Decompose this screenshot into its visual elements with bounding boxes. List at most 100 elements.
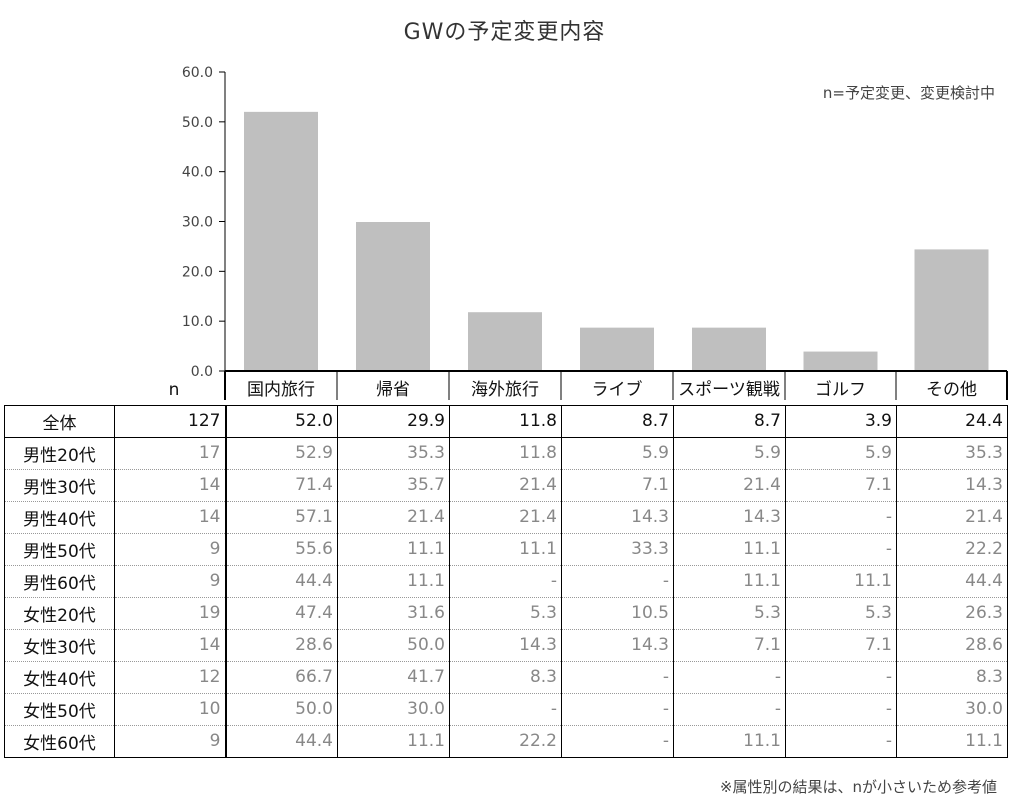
row-n: 14 (114, 501, 227, 534)
cell-value: 7.1 (561, 469, 674, 502)
cell-value: 41.7 (337, 661, 450, 694)
cell-value: 24.4 (896, 404, 1008, 438)
cell-value: 57.1 (225, 501, 338, 534)
bar-chart: 0.0 10.0 20.0 30.0 40.0 50.0 60.0 国内旅行 帰省 海外旅行 ライ… (169, 65, 1008, 400)
cell-value: 11.1 (337, 725, 450, 758)
cell-value: 5.9 (785, 437, 897, 470)
table-row: 女性60代 9 44.4 11.1 22.2-11.1-11.1 (4, 725, 1008, 758)
row-label: 全体 (4, 404, 115, 438)
cell-value: 22.2 (896, 533, 1008, 566)
table-row: 女性20代 19 47.4 31.6 5.3 10.5 5.3 5.3 26.3 (4, 597, 1008, 630)
cell-value: - (449, 693, 562, 726)
cell-value: 10.5 (561, 597, 674, 630)
cell-value: 47.4 (225, 597, 338, 630)
table-row: 男性50代 9 55.6 11.1 11.1 33.3 11.1-22.2 (4, 533, 1008, 566)
table-row: 女性30代 14 28.6 50.0 14.3 14.3 7.1 7.1 28.6 (4, 629, 1008, 662)
row-label: 女性60代 (4, 725, 115, 758)
y-tick-label: 0.0 (191, 364, 213, 380)
cell-value: 11.1 (673, 565, 786, 598)
cell-value: 35.7 (337, 469, 450, 502)
cell-value: 66.7 (225, 661, 338, 694)
table-row: 男性40代 14 57.1 21.4 21.4 14.3 14.3-21.4 (4, 501, 1008, 534)
row-label: 男性20代 (4, 437, 115, 470)
cell-value: - (785, 693, 897, 726)
table-row: 女性40代 12 66.7 41.7 8.3- - -8.3 (4, 661, 1008, 694)
cell-value: 11.1 (896, 725, 1008, 758)
cell-value: 11.1 (337, 533, 450, 566)
cell-value: 35.3 (337, 437, 450, 470)
cell-value: 50.0 (225, 693, 338, 726)
cell-value: - (785, 501, 897, 534)
row-n: 14 (114, 469, 227, 502)
row-n: 10 (114, 693, 227, 726)
bar-3 (468, 312, 542, 371)
cell-value: 35.3 (896, 437, 1008, 470)
cell-value: 8.3 (449, 661, 562, 694)
cell-value: - (449, 565, 562, 598)
cell-value: 21.4 (896, 501, 1008, 534)
cell-value: 11.8 (449, 404, 562, 438)
cell-value: 5.9 (561, 437, 674, 470)
table-row: 男性30代 14 71.4 35.7 21.4 7.1 21.4 7.1 14.3 (4, 469, 1008, 502)
category-label: 海外旅行 (471, 380, 539, 400)
row-n: 19 (114, 597, 227, 630)
cell-value: 7.1 (785, 629, 897, 662)
table-row: 男性60代 9 44.4 11.1- -11.1 11.1 44.4 (4, 565, 1008, 598)
cell-value: 29.9 (337, 404, 450, 438)
cell-value: 11.1 (673, 725, 786, 758)
cell-value: - (561, 661, 674, 694)
cell-value: 22.2 (449, 725, 562, 758)
bar-1 (244, 111, 318, 371)
cell-value: 3.9 (785, 404, 897, 438)
row-n: 12 (114, 661, 227, 694)
bar-6 (803, 351, 878, 371)
cell-value: 5.3 (785, 597, 897, 630)
cell-value: 33.3 (561, 533, 674, 566)
row-label: 男性30代 (4, 469, 115, 502)
cell-value: 14.3 (561, 501, 674, 534)
row-n: 17 (114, 437, 227, 470)
footnote: ※属性別の結果は、nが小さいため参考値 (719, 778, 997, 796)
row-n: 14 (114, 629, 227, 662)
row-label: 女性30代 (4, 629, 115, 662)
row-n: 9 (114, 725, 227, 758)
n-header: n (169, 380, 180, 400)
row-label: 女性50代 (4, 693, 115, 726)
bar-5 (692, 327, 766, 371)
cell-value: 11.1 (337, 565, 450, 598)
row-label: 男性50代 (4, 533, 115, 566)
cell-value: 21.4 (449, 469, 562, 502)
cell-value: - (561, 693, 674, 726)
cell-value: 8.3 (896, 661, 1008, 694)
row-label: 男性60代 (4, 565, 115, 598)
row-label: 女性20代 (4, 597, 115, 630)
row-n: 127 (114, 404, 227, 438)
cell-value: 8.7 (561, 404, 674, 438)
cell-value: - (561, 565, 674, 598)
y-tick-label: 40.0 (182, 165, 213, 181)
cell-value: 14.3 (673, 501, 786, 534)
cell-value: 21.4 (337, 501, 450, 534)
cell-value: 52.0 (225, 404, 338, 438)
cell-value: 14.3 (896, 469, 1008, 502)
cell-value: 28.6 (225, 629, 338, 662)
chart-title: GWの予定変更内容 (403, 20, 606, 45)
cell-value: 26.3 (896, 597, 1008, 630)
cell-value: 7.1 (785, 469, 897, 502)
cell-value: 44.4 (225, 725, 338, 758)
cell-value: - (785, 725, 897, 758)
row-n: 9 (114, 565, 227, 598)
cell-value: 52.9 (225, 437, 338, 470)
cell-value: 44.4 (896, 565, 1008, 598)
bar-7 (914, 249, 989, 371)
y-tick-label: 60.0 (182, 65, 213, 81)
cell-value: 7.1 (673, 629, 786, 662)
cell-value: 30.0 (896, 693, 1008, 726)
bar-4 (580, 327, 654, 371)
row-label: 女性40代 (4, 661, 115, 694)
cell-value: - (673, 693, 786, 726)
row-n: 9 (114, 533, 227, 566)
y-tick-label: 50.0 (182, 115, 213, 131)
bar-2 (356, 221, 430, 371)
category-label: 国内旅行 (247, 380, 315, 400)
